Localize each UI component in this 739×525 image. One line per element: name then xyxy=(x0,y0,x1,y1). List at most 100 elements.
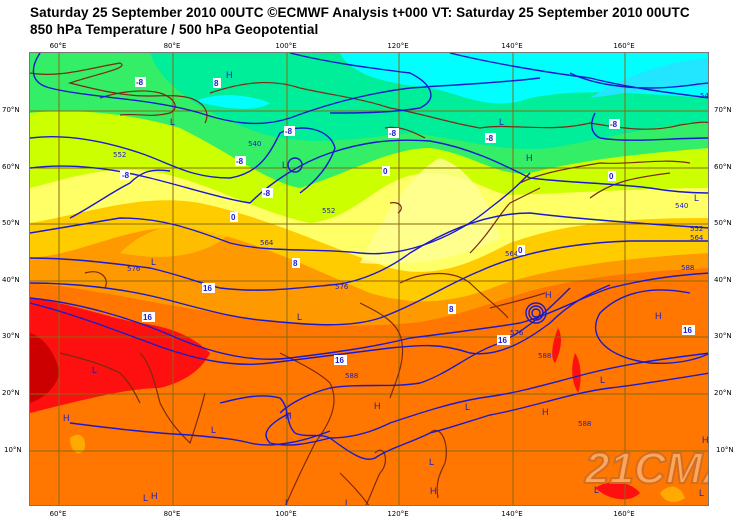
low-marker: L xyxy=(465,402,470,412)
temperature-shading-light-yellow xyxy=(360,158,500,264)
low-marker: L xyxy=(499,117,504,127)
svg-text:-8: -8 xyxy=(285,127,293,136)
lat-label-left: 20°N xyxy=(2,389,20,397)
geopotential-label: 588 xyxy=(578,420,591,428)
geopotential-label: 552 xyxy=(690,225,703,233)
svg-text:16: 16 xyxy=(498,336,507,345)
lat-label-right: 40°N xyxy=(714,276,732,284)
temperature-labels: -8 -8 -8 -8 -8 -8 -8 -8 0 0 0 0 8 8 8 16… xyxy=(120,77,695,365)
temperature-shading-red xyxy=(30,298,210,413)
lat-label-left: 70°N xyxy=(2,106,20,114)
lon-label-top: 100°E xyxy=(275,42,297,50)
high-marker: H xyxy=(226,70,233,80)
low-marker: L xyxy=(151,257,156,267)
lon-label-bottom: 160°E xyxy=(613,510,635,518)
lat-label-right: 50°N xyxy=(714,219,732,227)
geopotential-label: 576 xyxy=(510,329,524,337)
svg-text:16: 16 xyxy=(203,284,212,293)
high-marker: H xyxy=(545,290,552,300)
watermark-logo: 21CMA xyxy=(584,444,709,493)
high-marker: H xyxy=(430,486,437,496)
low-marker: L xyxy=(600,375,605,385)
geopotential-label: 588 xyxy=(538,352,551,360)
lon-label-top: 120°E xyxy=(387,42,409,50)
svg-text:16: 16 xyxy=(143,313,152,322)
map-canvas: 540 540 540 552 552 552 564 564 564 576 … xyxy=(30,53,709,506)
lon-label-top: 160°E xyxy=(613,42,635,50)
low-marker: L xyxy=(602,455,607,465)
svg-text:-8: -8 xyxy=(263,189,271,198)
weather-map: 540 540 540 552 552 552 564 564 564 576 … xyxy=(29,52,709,506)
lon-label-top: 80°E xyxy=(163,42,181,50)
low-marker: L xyxy=(143,493,148,503)
lat-label-right: 20°N xyxy=(714,389,732,397)
low-marker: L xyxy=(211,425,216,435)
high-marker: H xyxy=(63,413,70,423)
low-marker: L xyxy=(170,117,175,127)
lon-label-bottom: 140°E xyxy=(501,510,523,518)
geopotential-label: 540 xyxy=(700,92,709,100)
title-line-2: 850 hPa Temperature / 500 hPa Geopotenti… xyxy=(30,22,319,37)
high-marker: H xyxy=(151,491,158,501)
svg-text:-8: -8 xyxy=(236,157,244,166)
high-marker: H xyxy=(655,311,662,321)
svg-text:0: 0 xyxy=(609,172,614,181)
lat-label-right: 70°N xyxy=(714,106,732,114)
geopotential-label: 540 xyxy=(248,140,261,148)
lat-label-right: 60°N xyxy=(714,163,732,171)
svg-text:16: 16 xyxy=(683,326,692,335)
geopotential-label: 576 xyxy=(335,283,349,291)
svg-text:-8: -8 xyxy=(389,129,397,138)
svg-text:-8: -8 xyxy=(486,134,494,143)
svg-text:0: 0 xyxy=(383,167,388,176)
lon-label-bottom: 80°E xyxy=(163,510,181,518)
lon-label-top: 60°E xyxy=(49,42,67,50)
lat-label-left: 10°N xyxy=(4,446,22,454)
svg-text:-8: -8 xyxy=(136,78,144,87)
svg-text:-8: -8 xyxy=(122,171,130,180)
low-marker: L xyxy=(92,365,97,375)
low-marker: L xyxy=(285,498,290,506)
contour-labels: 540 540 540 552 552 552 564 564 564 576 … xyxy=(113,92,709,428)
geopotential-label: 588 xyxy=(345,372,358,380)
temperature-shading-dark-red xyxy=(30,333,60,403)
low-marker: L xyxy=(429,457,434,467)
lat-label-right: 10°N xyxy=(716,446,734,454)
high-marker: H xyxy=(374,401,381,411)
geopotential-contours xyxy=(30,53,708,460)
temperature-shading-cyan-patch xyxy=(195,95,270,109)
lon-label-bottom: 120°E xyxy=(387,510,409,518)
geopotential-label: 540 xyxy=(675,202,688,210)
svg-text:16: 16 xyxy=(335,356,344,365)
pressure-centers: H L L L H L L H H L L H H H L H H L L L … xyxy=(63,70,709,506)
high-marker: H xyxy=(285,411,292,421)
svg-text:8: 8 xyxy=(214,79,219,88)
title-line-1: Saturday 25 September 2010 00UTC ©ECMWF … xyxy=(30,5,690,20)
geopotential-label: 576 xyxy=(127,265,141,273)
lon-label-top: 140°E xyxy=(501,42,523,50)
low-marker: L xyxy=(345,498,350,506)
geopotential-label: 564 xyxy=(260,239,274,247)
low-marker: L xyxy=(594,485,599,495)
geopotential-label: 552 xyxy=(322,207,335,215)
lat-label-left: 60°N xyxy=(2,163,20,171)
lat-label-left: 30°N xyxy=(2,332,20,340)
low-marker: L xyxy=(694,193,699,203)
lat-label-left: 50°N xyxy=(2,219,20,227)
lat-label-right: 30°N xyxy=(714,332,732,340)
low-marker: L xyxy=(699,488,704,498)
temperature-shading-red-patch xyxy=(572,353,581,393)
low-marker: L xyxy=(297,312,302,322)
low-marker: L xyxy=(282,160,287,170)
high-marker: H xyxy=(702,435,709,445)
svg-text:8: 8 xyxy=(449,305,454,314)
svg-text:8: 8 xyxy=(293,259,298,268)
lon-label-bottom: 100°E xyxy=(275,510,297,518)
svg-text:0: 0 xyxy=(518,246,523,255)
temperature-shading-patch xyxy=(660,486,685,503)
temperature-shading-red-patch xyxy=(595,481,640,500)
svg-text:0: 0 xyxy=(231,213,236,222)
graticule xyxy=(30,53,708,505)
lat-label-left: 40°N xyxy=(2,276,20,284)
high-marker: H xyxy=(526,153,533,163)
